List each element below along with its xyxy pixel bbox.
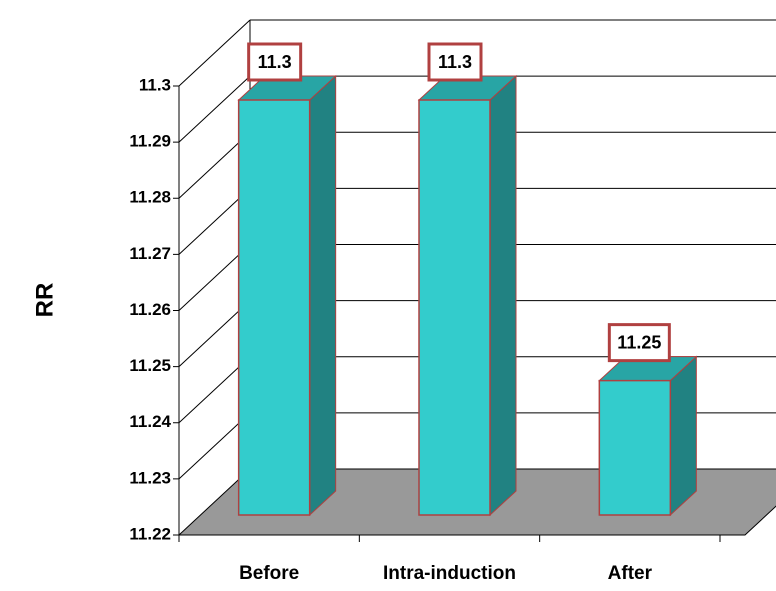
data-label: 11.3 (438, 52, 472, 72)
bar (237, 99, 311, 516)
data-label-box (427, 42, 483, 82)
y-tick-label: 11.25 (129, 356, 171, 375)
data-label: 11.3 (258, 52, 292, 72)
data-label-box (607, 323, 671, 363)
y-tick-label: 11.22 (129, 524, 171, 543)
y-tick-label: 11.29 (129, 132, 171, 151)
y-tick-label: 11.23 (129, 468, 171, 487)
bar (598, 379, 672, 516)
gridline-side (178, 75, 251, 143)
data-labels: 11.3 11.3 11.25 (247, 42, 671, 363)
y-tick-label: 11.27 (129, 244, 171, 263)
bar-side (489, 74, 517, 517)
y-tick-label: 11.28 (129, 188, 171, 207)
gridline-side (178, 19, 251, 87)
bar (418, 99, 491, 516)
x-tick-label: Before (239, 563, 299, 584)
y-tick-label: 11.24 (129, 412, 171, 431)
bar-side (309, 74, 337, 517)
data-label: 11.25 (617, 332, 661, 352)
data-label-box (247, 42, 303, 82)
y-axis: 11.22 11.23 11.24 11.25 11.26 11.27 11.28 11.29… (129, 75, 180, 543)
bars (237, 74, 698, 517)
x-axis: Before Intra-induction After (178, 534, 745, 584)
x-tick-label: After (608, 563, 653, 584)
y-axis-label: RR (31, 283, 58, 318)
bar-side (669, 355, 697, 517)
y-tick-label: 11.3 (139, 75, 171, 94)
x-tick-label: Intra-induction (383, 563, 516, 584)
y-tick-label: 11.26 (129, 300, 171, 319)
